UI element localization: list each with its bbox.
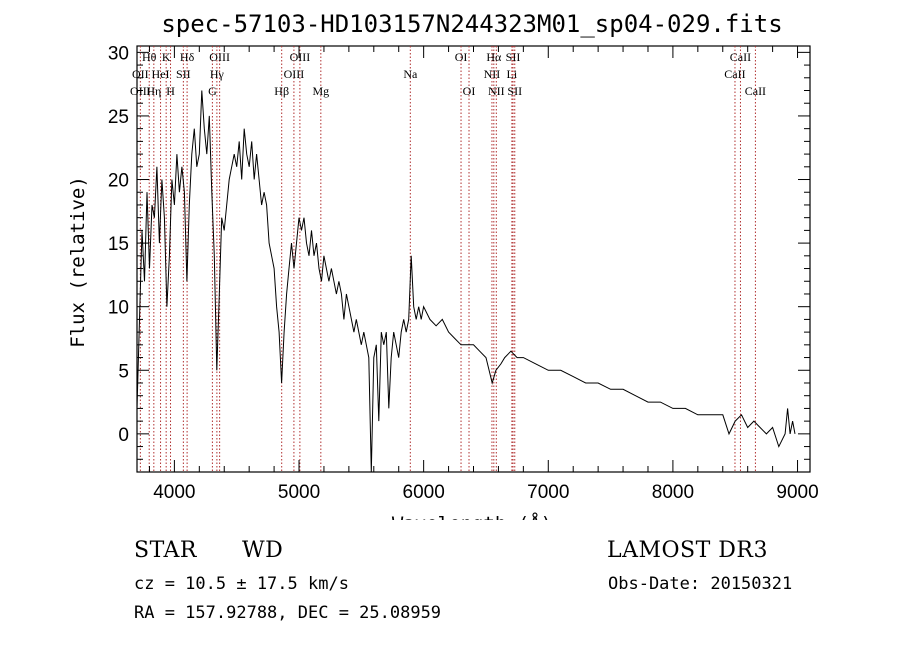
- annotation-16: Na: [403, 67, 418, 81]
- y-tick-label-2: 10: [108, 298, 129, 319]
- annotation-23: NII: [488, 84, 505, 98]
- y-tick-label-3: 15: [108, 234, 129, 255]
- annotation-19: Hα: [486, 50, 502, 64]
- coordinates: RA = 157.92788, DEC = 25.08959: [134, 603, 442, 623]
- annotation-12: OIII: [290, 50, 311, 64]
- x-tick-label-4: 8000: [652, 482, 694, 503]
- x-tick-label-5: 9000: [776, 482, 818, 503]
- annotation-3: OII: [132, 67, 149, 81]
- annotation-14: Hβ: [274, 84, 289, 98]
- chart-title: spec-57103-HD103157N244323M01_sp04-029.f…: [161, 10, 782, 38]
- object-class: STAR: [134, 538, 197, 563]
- annotation-13: OIII: [284, 67, 305, 81]
- annotation-20: SII: [506, 50, 521, 64]
- observation-date: Obs-Date: 20150321: [608, 574, 793, 594]
- annotation-24: SII: [507, 84, 522, 98]
- annotation-27: CaII: [745, 84, 766, 98]
- annotation-25: CaII: [730, 50, 751, 64]
- annotation-4: HeI: [152, 67, 170, 81]
- y-tick-label-5: 25: [108, 107, 129, 128]
- annotation-26: CaII: [724, 67, 745, 81]
- x-tick-label-0: 4000: [153, 482, 195, 503]
- annotation-22: Li: [507, 67, 518, 81]
- annotation-2: Hδ: [180, 50, 195, 64]
- annotation-5: SII: [176, 67, 191, 81]
- x-axis-label: Wavelength (Å): [392, 512, 552, 520]
- annotation-21: NII: [484, 67, 501, 81]
- annotation-10: Hγ: [210, 67, 225, 81]
- annotation-1: K: [162, 50, 171, 64]
- annotation-15: Mg: [312, 84, 329, 98]
- x-tick-label-3: 7000: [527, 482, 569, 503]
- x-tick-label-1: 5000: [278, 482, 320, 503]
- annotation-11: G: [208, 84, 217, 98]
- y-axis-label: Flux (relative): [67, 176, 89, 348]
- axis-ticks: 4000 5000 6000 7000 8000 9000 0 5 10 15 20 25 30: [108, 43, 819, 503]
- y-tick-label-6: 30: [108, 43, 129, 64]
- x-tick-label-2: 6000: [403, 482, 445, 503]
- annotation-18: OI: [463, 84, 476, 98]
- y-tick-label-1: 5: [118, 361, 129, 382]
- annotation-7: Hη: [146, 84, 161, 98]
- plot-area: [136, 45, 811, 473]
- redshift-cz: cz = 10.5 ± 17.5 km/s: [134, 574, 349, 594]
- y-tick-label-4: 20: [108, 171, 129, 192]
- y-tick-label-0: 0: [118, 425, 129, 446]
- spectrum-chart: spec-57103-HD103157N244323M01_sp04-029.f…: [67, 10, 819, 520]
- annotation-9: OIII: [209, 50, 230, 64]
- object-subclass: WD: [242, 538, 284, 563]
- annotation-8: H: [166, 84, 175, 98]
- line-markers: [139, 46, 756, 472]
- spectrum-line: [136, 90, 796, 473]
- annotation-0: Hθ: [142, 50, 157, 64]
- annotation-17: OI: [455, 50, 468, 64]
- survey-name: LAMOST DR3: [607, 538, 768, 563]
